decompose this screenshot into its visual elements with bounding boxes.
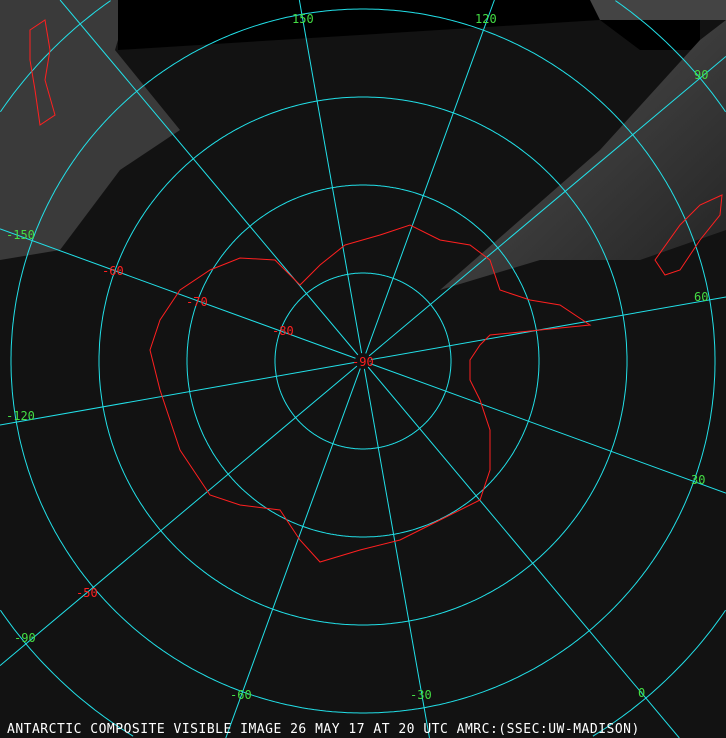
longitude-label: 60 [694, 290, 708, 304]
longitude-label: -60 [230, 688, 252, 702]
meridian-line [225, 368, 361, 738]
cloud-region-left [0, 0, 180, 260]
meridian-line [0, 361, 356, 426]
south-america-coastline [654, 194, 723, 276]
latitude-label: -90 [352, 355, 374, 369]
new-zealand-coastline [29, 19, 56, 126]
meridian-line [59, 0, 359, 356]
longitude-label: -90 [14, 631, 36, 645]
latitude-label: -80 [272, 324, 294, 338]
longitude-label: 90 [694, 68, 708, 82]
latitude-circle [186, 184, 540, 538]
longitude-label: 0 [638, 686, 645, 700]
latitude-circle [274, 272, 452, 450]
cloud-region-top-right [590, 0, 726, 20]
longitude-label: 30 [691, 473, 705, 487]
longitude-label: -150 [6, 228, 35, 242]
meridian-line [365, 0, 495, 354]
image-caption: ANTARCTIC COMPOSITE VISIBLE IMAGE 26 MAY… [7, 722, 640, 737]
meridian-line [0, 365, 358, 666]
meridian-line [298, 0, 363, 354]
longitude-label: 120 [475, 12, 497, 26]
cloud-band-right [440, 20, 726, 290]
latitude-label: -50 [76, 586, 98, 600]
meridian-line [367, 366, 680, 738]
longitude-label: -120 [6, 409, 35, 423]
latitude-circle [98, 96, 628, 626]
longitude-label: -30 [410, 688, 432, 702]
meridian-line [370, 296, 726, 361]
longitude-label: 150 [292, 12, 314, 26]
latitude-label: -70 [186, 295, 208, 309]
meridian-line [370, 363, 726, 494]
latitude-circle [10, 8, 716, 714]
antarctica-coastline [149, 224, 592, 563]
meridian-line [363, 368, 430, 738]
meridian-line [368, 56, 726, 357]
latitude-label: -60 [102, 264, 124, 278]
no-data-sector [118, 0, 700, 50]
